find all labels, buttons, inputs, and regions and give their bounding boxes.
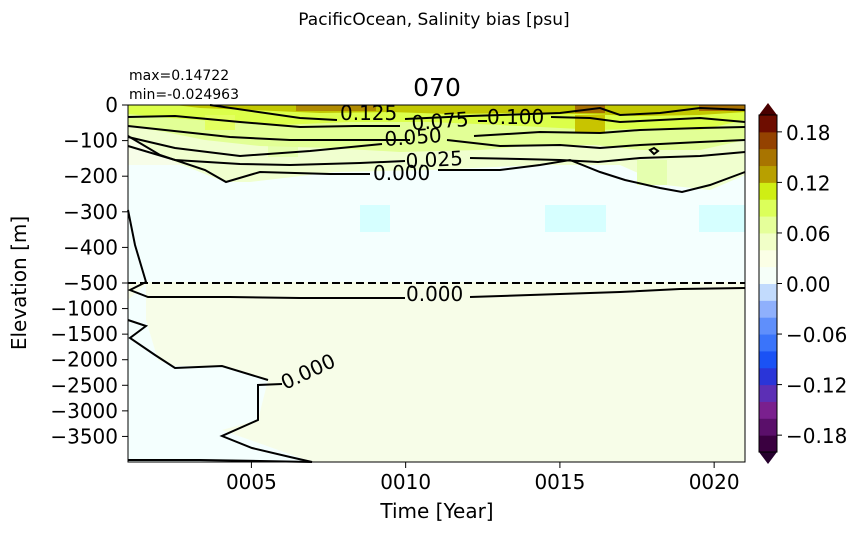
colorbar-segment xyxy=(759,115,777,133)
contour-label-0.025: 0.025 xyxy=(405,146,463,173)
contour-line-0.050-b xyxy=(446,139,746,150)
axes-title: 070 xyxy=(413,73,461,102)
colorbar-segment xyxy=(759,384,777,402)
colorbar-segment xyxy=(759,266,777,284)
colorbar-segment xyxy=(759,418,777,436)
colorbar-extend-high xyxy=(759,103,777,115)
contour-line-0.125 xyxy=(209,104,338,121)
colorbar-tick-label: 0.06 xyxy=(786,222,831,246)
contour-line-0.000-deep-b xyxy=(219,383,313,463)
colorbar-segment xyxy=(759,148,777,167)
colorbar xyxy=(758,103,778,464)
x-tick-label: 0015 xyxy=(534,470,585,494)
contour-line-0.075-b xyxy=(473,126,746,137)
colorbar-tick-label: −0.06 xyxy=(786,323,847,347)
contour-line-0.100-c xyxy=(550,116,746,124)
x-tick-label: 0005 xyxy=(226,470,277,494)
colorbar-segment xyxy=(759,199,777,217)
y-tick-label: −3500 xyxy=(50,424,118,448)
contour-line-0.025-b xyxy=(469,151,746,164)
colorbar-segment xyxy=(759,216,777,234)
colorbar-segment xyxy=(759,131,777,150)
contour-line-0.000-upper xyxy=(127,135,370,184)
y-tick-label: −1500 xyxy=(50,322,118,346)
colorbar-tick-label: −0.12 xyxy=(786,374,847,398)
colorbar-tick-label: 0.12 xyxy=(786,171,831,195)
contour-label-0.000-lower: 0.000 xyxy=(406,282,463,306)
colorbar-segment xyxy=(759,334,777,352)
y-tick-label: −100 xyxy=(63,129,118,153)
y-tick-label: −3000 xyxy=(50,399,118,423)
contour-ring-small xyxy=(648,146,660,156)
contour-line-0.100 xyxy=(127,114,400,129)
field-patch-negative-1 xyxy=(360,205,390,232)
contour-line-0.000-deep xyxy=(127,319,269,381)
colorbar-segment xyxy=(759,283,777,301)
colorbar-extend-low xyxy=(759,452,777,464)
colorbar-segment xyxy=(759,317,777,335)
contour-label-0.100: 0.100 xyxy=(487,105,544,129)
colorbar-ticks: 0.18 0.12 0.06 0.00 −0.06 −0.12 −0.18 xyxy=(777,121,847,448)
colorbar-segment xyxy=(759,401,777,419)
y-tick-label: −1000 xyxy=(50,297,118,321)
colorbar-segment xyxy=(759,350,777,369)
colorbar-segment xyxy=(759,249,777,268)
field-patch-pale-2 xyxy=(637,160,667,185)
colorbar-segment xyxy=(759,367,777,386)
contour-line-0.050 xyxy=(127,136,383,158)
contour-line-0.000-upper-b xyxy=(438,158,746,194)
field-cell-lower-wedge xyxy=(128,284,312,462)
field-band-125-a xyxy=(296,105,376,111)
colorbar-segment xyxy=(759,182,777,200)
contour-lines xyxy=(127,104,746,463)
field-patch-negative-3 xyxy=(699,205,745,232)
stat-min: min=-0.024963 xyxy=(129,87,239,103)
y-tick-label: −400 xyxy=(63,235,118,259)
contour-line-0.125-b xyxy=(404,106,746,120)
contour-label-0.050: 0.050 xyxy=(384,123,443,151)
contour-line-0.075 xyxy=(127,125,410,141)
x-axis-ticks: 0005 0010 0015 0020 xyxy=(226,462,740,494)
contour-label-0.075: 0.075 xyxy=(411,107,470,135)
field-patch-negative-2 xyxy=(545,205,606,232)
x-tick-label: 0010 xyxy=(380,470,431,494)
field-patch-yellow-1 xyxy=(205,115,235,130)
y-tick-label: −200 xyxy=(63,164,118,188)
colorbar-tick-label: 0.00 xyxy=(786,273,831,297)
figure-suptitle: PacificOcean, Salinity bias [psu] xyxy=(298,10,569,30)
x-axis-label: Time [Year] xyxy=(379,499,493,523)
colorbar-segment xyxy=(759,435,777,453)
x-tick-label: 0020 xyxy=(689,470,740,494)
y-tick-label: 0 xyxy=(105,93,118,117)
y-axis-ticks: 0 −100 −200 −300 −400 −500−1000−1500−2000−250… xyxy=(50,93,128,448)
y-tick-label: −300 xyxy=(63,200,118,224)
colorbar-segment xyxy=(759,165,777,183)
colorbar-segment xyxy=(759,300,777,318)
contour-line-0.000-lower xyxy=(127,209,405,299)
colorbar-tick-label: 0.18 xyxy=(786,121,831,145)
colorbar-tick-label: −0.18 xyxy=(786,424,847,448)
contour-label-0.000-upper: 0.000 xyxy=(373,161,430,185)
contour-line-0.000-lower-b xyxy=(469,287,746,298)
colorbar-segment xyxy=(759,232,777,251)
y-axis-label: Elevation [m] xyxy=(7,216,31,350)
y-tick-label: −2000 xyxy=(50,348,118,372)
y-tick-label: −2500 xyxy=(50,373,118,397)
y-tick-label: −500 xyxy=(63,271,118,295)
stat-max: max=0.14722 xyxy=(129,68,229,84)
